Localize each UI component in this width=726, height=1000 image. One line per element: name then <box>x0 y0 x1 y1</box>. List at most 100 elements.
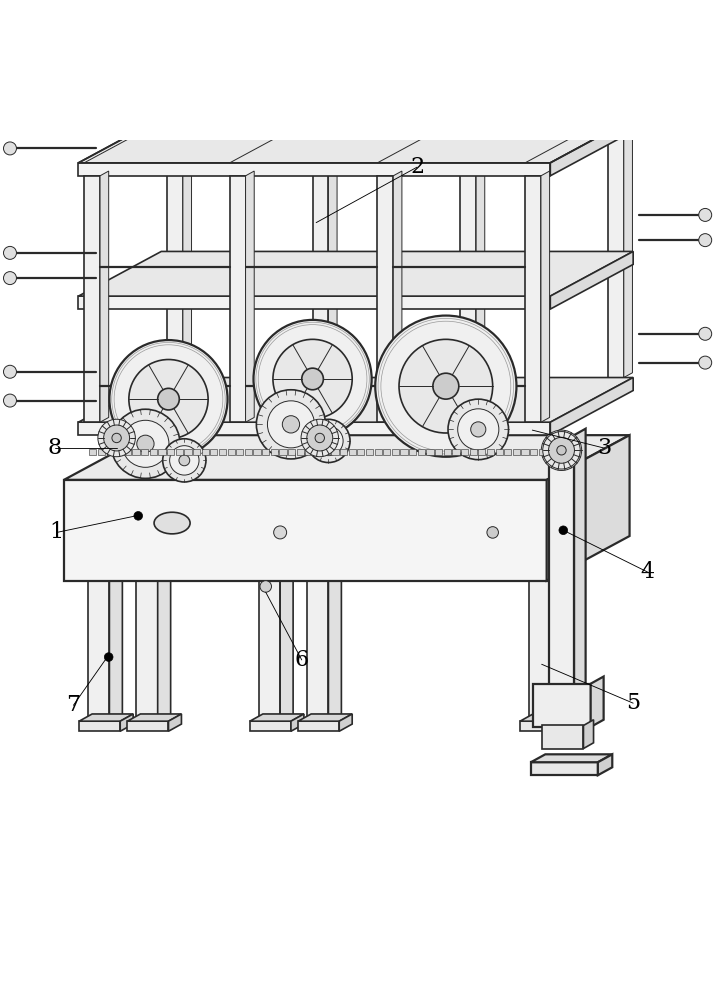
Polygon shape <box>245 449 252 455</box>
Polygon shape <box>550 118 633 176</box>
Circle shape <box>433 373 459 399</box>
Polygon shape <box>167 131 183 378</box>
Polygon shape <box>280 449 287 455</box>
Polygon shape <box>461 449 468 455</box>
Polygon shape <box>132 449 139 455</box>
Polygon shape <box>565 449 572 455</box>
Polygon shape <box>574 429 586 738</box>
Polygon shape <box>401 449 408 455</box>
Polygon shape <box>227 449 234 455</box>
Polygon shape <box>98 449 105 455</box>
Polygon shape <box>525 176 541 422</box>
Circle shape <box>4 272 17 285</box>
Circle shape <box>547 436 576 465</box>
Polygon shape <box>291 714 304 731</box>
Circle shape <box>559 526 568 535</box>
Polygon shape <box>530 449 537 455</box>
Polygon shape <box>547 449 555 455</box>
Polygon shape <box>262 449 269 455</box>
Polygon shape <box>150 449 157 455</box>
Circle shape <box>110 340 227 458</box>
Polygon shape <box>78 422 550 435</box>
Polygon shape <box>107 449 114 455</box>
Circle shape <box>4 365 17 378</box>
Polygon shape <box>487 449 494 455</box>
Circle shape <box>457 409 499 450</box>
Polygon shape <box>78 251 633 296</box>
Circle shape <box>163 439 206 482</box>
Polygon shape <box>115 449 123 455</box>
Circle shape <box>282 416 300 433</box>
Text: 5: 5 <box>626 692 640 714</box>
Circle shape <box>698 234 711 247</box>
Circle shape <box>4 394 17 407</box>
Circle shape <box>105 653 113 661</box>
Polygon shape <box>561 714 574 731</box>
Polygon shape <box>245 171 254 422</box>
Circle shape <box>267 401 314 448</box>
Polygon shape <box>322 449 330 455</box>
Circle shape <box>253 320 372 438</box>
Polygon shape <box>452 449 460 455</box>
Polygon shape <box>624 126 632 378</box>
Polygon shape <box>549 435 574 738</box>
Polygon shape <box>531 754 612 762</box>
Polygon shape <box>328 126 337 378</box>
Polygon shape <box>470 449 477 455</box>
Circle shape <box>129 360 208 439</box>
Circle shape <box>274 526 287 539</box>
Polygon shape <box>229 176 245 422</box>
Polygon shape <box>78 118 633 163</box>
Polygon shape <box>64 480 547 581</box>
Polygon shape <box>78 163 550 176</box>
Text: 4: 4 <box>640 561 655 583</box>
Polygon shape <box>280 574 293 721</box>
Polygon shape <box>236 449 243 455</box>
Polygon shape <box>176 449 183 455</box>
Polygon shape <box>124 449 131 455</box>
Polygon shape <box>550 251 633 309</box>
Circle shape <box>698 82 711 95</box>
Text: 7: 7 <box>66 694 81 716</box>
Circle shape <box>260 581 272 592</box>
Circle shape <box>557 446 566 455</box>
Polygon shape <box>258 581 280 721</box>
Polygon shape <box>128 721 168 731</box>
Polygon shape <box>306 449 313 455</box>
Circle shape <box>549 437 574 463</box>
Polygon shape <box>520 721 561 731</box>
Polygon shape <box>100 171 109 422</box>
Polygon shape <box>539 449 546 455</box>
Circle shape <box>158 388 179 410</box>
Polygon shape <box>533 684 591 727</box>
Polygon shape <box>110 574 123 721</box>
Polygon shape <box>339 714 352 731</box>
Circle shape <box>556 445 566 455</box>
Circle shape <box>170 446 199 475</box>
Polygon shape <box>598 754 612 775</box>
Polygon shape <box>435 449 442 455</box>
Polygon shape <box>476 126 485 378</box>
Circle shape <box>698 208 711 221</box>
Polygon shape <box>288 449 295 455</box>
Text: 8: 8 <box>47 437 62 459</box>
Polygon shape <box>366 449 373 455</box>
Polygon shape <box>513 449 520 455</box>
Polygon shape <box>547 435 629 581</box>
Polygon shape <box>136 581 158 721</box>
Polygon shape <box>460 131 476 378</box>
Circle shape <box>698 327 711 340</box>
Polygon shape <box>348 449 356 455</box>
Polygon shape <box>128 714 182 721</box>
Polygon shape <box>378 176 393 422</box>
Polygon shape <box>541 171 550 422</box>
Circle shape <box>273 339 352 419</box>
Circle shape <box>314 426 343 456</box>
Circle shape <box>543 432 580 469</box>
Circle shape <box>542 430 582 470</box>
Polygon shape <box>550 378 633 435</box>
Polygon shape <box>328 574 341 721</box>
Polygon shape <box>88 581 110 721</box>
Polygon shape <box>297 449 304 455</box>
Polygon shape <box>444 449 451 455</box>
